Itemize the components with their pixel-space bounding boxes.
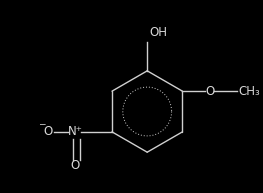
Text: O: O [70, 159, 80, 172]
Text: CH₃: CH₃ [239, 85, 260, 98]
Text: −: − [38, 120, 45, 129]
Text: OH: OH [149, 26, 167, 39]
Text: O: O [205, 85, 214, 98]
Text: O: O [43, 125, 53, 138]
Text: N⁺: N⁺ [68, 125, 83, 138]
